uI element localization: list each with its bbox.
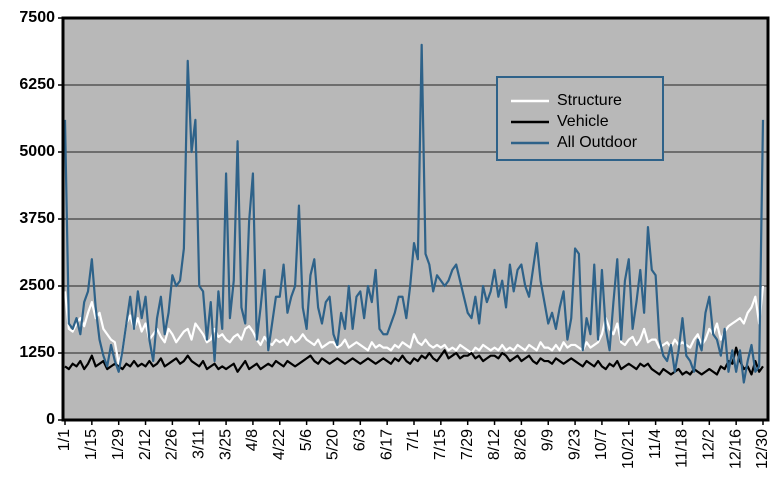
y-tick-label: 3750	[19, 210, 55, 227]
x-tick-label: 4/22	[271, 429, 288, 460]
x-tick-label: 7/1	[405, 429, 422, 451]
legend-box	[496, 76, 664, 161]
x-tick-label: 3/11	[190, 429, 207, 459]
series-line	[64, 346, 764, 376]
legend-label: Structure	[557, 92, 622, 109]
y-tick-label: 5000	[19, 143, 55, 160]
x-tick-label: 1/29	[110, 429, 127, 460]
series-line	[63, 43, 765, 384]
legend-label: Vehicle	[557, 113, 609, 130]
x-tick-label: 9/9	[539, 429, 556, 451]
x-tick-label: 7/29	[459, 429, 476, 460]
x-tick-label: 1/15	[83, 429, 100, 460]
x-tick-label: 3/25	[217, 429, 234, 460]
x-tick-label: 8/12	[486, 429, 503, 460]
x-tick-label: 2/26	[164, 429, 181, 460]
x-tick-label: 4/8	[244, 429, 261, 451]
y-tick-label: 7500	[19, 9, 55, 26]
x-tick-label: 5/20	[325, 429, 342, 460]
x-tick-label: 6/3	[352, 429, 369, 451]
x-tick-label: 10/21	[620, 429, 637, 469]
x-tick-label: 12/30	[754, 429, 771, 469]
y-tick-label: 2500	[19, 277, 55, 294]
x-tick-label: 10/7	[593, 429, 610, 460]
x-tick-label: 7/15	[432, 429, 449, 460]
x-tick-label: 11/4	[647, 429, 664, 459]
x-tick-label: 6/17	[378, 429, 395, 460]
legend-label: All Outdoor	[557, 134, 638, 151]
x-tick-label: 5/6	[298, 429, 315, 451]
legend: Structure Vehicle All Outdoor	[496, 76, 664, 161]
x-tick-label: 1/1	[56, 429, 73, 451]
series-line	[63, 285, 765, 365]
plot-border	[61, 16, 770, 422]
y-tick-label: 1250	[19, 344, 55, 361]
y-tick-label: 6250	[19, 76, 55, 93]
x-tick-label: 9/23	[566, 429, 583, 460]
x-tick-label: 12/2	[701, 429, 718, 460]
y-tick-label: 0	[46, 411, 55, 428]
x-tick-label: 11/18	[674, 429, 691, 468]
x-tick-label: 8/26	[513, 429, 530, 460]
x-tick-label: 12/16	[727, 429, 744, 469]
x-tick-label: 2/12	[137, 429, 154, 460]
